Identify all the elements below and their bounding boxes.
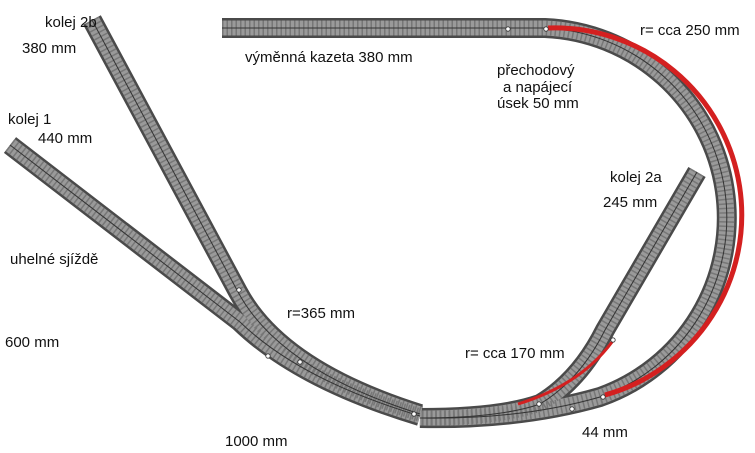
label: kolej 2b (45, 14, 97, 31)
label: 1000 mm (225, 433, 288, 450)
label: a napájecí (503, 79, 573, 96)
label: 245 mm (603, 194, 657, 211)
label: r= cca 170 mm (465, 345, 565, 362)
label: kolej 1 (8, 111, 51, 128)
label: 440 mm (38, 130, 92, 147)
label: přechodový (497, 62, 575, 79)
label: r= cca 250 mm (640, 22, 740, 39)
label: r=365 mm (287, 305, 355, 322)
feeder-section (548, 28, 742, 395)
label: uhelné sjíždě (10, 251, 98, 268)
label: 600 mm (5, 334, 59, 351)
labels: kolej 2b 380 mm výměnná kazeta 380 mm př… (5, 14, 740, 450)
label: výměnná kazeta 380 mm (245, 49, 413, 66)
label: kolej 2a (610, 169, 662, 186)
label: 380 mm (22, 40, 76, 57)
label: úsek 50 mm (497, 95, 579, 112)
label: 44 mm (582, 424, 628, 441)
tracks (10, 20, 742, 418)
